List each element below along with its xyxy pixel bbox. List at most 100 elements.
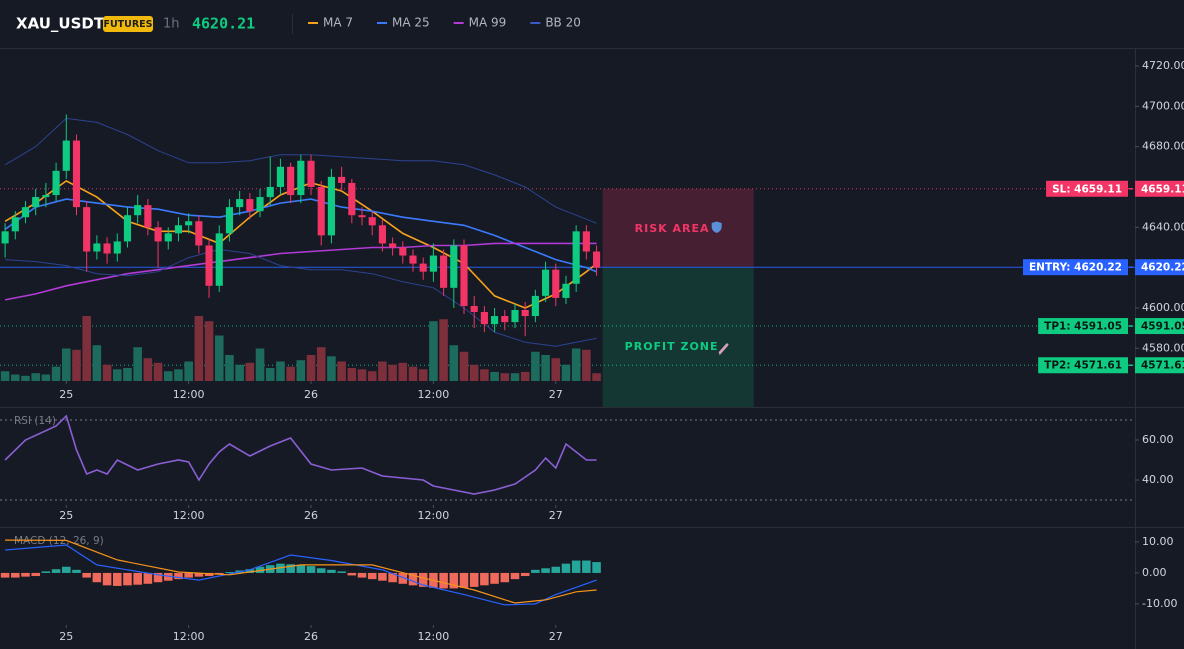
candle-body	[236, 199, 244, 208]
candle-body	[582, 231, 590, 252]
candle-body	[266, 186, 274, 198]
last-price: 4620.21	[192, 15, 255, 33]
candle-body	[521, 310, 529, 317]
x-tick-label: 26	[304, 509, 318, 522]
x-tick-label: 27	[549, 388, 563, 401]
macd-histogram-bar	[296, 565, 306, 573]
volume-bar	[62, 348, 71, 381]
rocket-icon	[718, 343, 729, 356]
x-tick-label: 12:00	[418, 630, 450, 643]
macd-histogram-bar	[112, 572, 122, 586]
macd-histogram-bar	[306, 566, 316, 573]
candle-body	[103, 243, 111, 254]
macd-histogram-bar	[510, 572, 520, 580]
macd-histogram-bar	[72, 569, 81, 573]
x-tick-label: 12:00	[173, 388, 205, 401]
candle-body	[307, 160, 315, 187]
volume-bar	[276, 361, 285, 381]
candle-body	[338, 176, 346, 183]
volume-bar	[102, 364, 112, 381]
volume-bar	[153, 362, 163, 381]
y-tick-label: 4640.00	[1142, 220, 1184, 233]
volume-bar	[561, 364, 571, 381]
candle-body	[358, 215, 366, 218]
macd-histogram-bar	[21, 572, 30, 577]
volume-bar	[51, 366, 61, 381]
futures-badge	[103, 16, 153, 32]
price-tag-value: 4620.22	[1141, 262, 1184, 274]
macd-histogram-bar	[378, 572, 387, 581]
volume-bar	[531, 351, 540, 381]
legend-label: MA 99	[469, 16, 507, 30]
candle-body	[32, 197, 40, 208]
volume-bar	[398, 362, 408, 381]
x-tick-label: 25	[59, 630, 73, 643]
candle-body	[21, 207, 30, 218]
volume-bar	[133, 347, 142, 381]
volume-bar	[500, 373, 510, 381]
macd-histogram-bar	[82, 572, 91, 578]
macd-histogram-bar	[500, 572, 510, 583]
candle-body	[450, 245, 458, 288]
macd-histogram-bar	[571, 560, 581, 573]
interval: 1h	[163, 17, 180, 32]
volume-bar	[429, 321, 438, 381]
macd-histogram-bar	[0, 572, 10, 578]
macd-histogram-bar	[92, 572, 102, 583]
price-tag-value: 4571.61	[1141, 360, 1184, 372]
volume-bar	[235, 364, 244, 381]
x-tick-label: 26	[304, 630, 318, 643]
indicator-line	[4, 242, 597, 301]
volume-bar	[367, 371, 377, 381]
x-tick-label: 12:00	[173, 509, 205, 522]
volume-bar	[194, 316, 204, 381]
x-tick-label: 25	[59, 388, 73, 401]
candle-body	[480, 312, 488, 325]
volume-bar	[316, 347, 326, 381]
candle-body	[592, 251, 601, 268]
candle-body	[185, 221, 193, 226]
macd-histogram-bar	[184, 572, 193, 578]
candle-body	[123, 215, 132, 242]
y-tick-label: 4720.00	[1142, 59, 1184, 72]
candle-body	[460, 245, 468, 306]
candle-body	[256, 197, 264, 212]
volume-bar	[143, 358, 153, 381]
volume-bar	[11, 374, 20, 381]
macd-histogram-bar	[480, 572, 489, 586]
volume-bar	[112, 369, 122, 381]
candle-body	[297, 160, 305, 196]
macd-histogram-bar	[388, 572, 397, 583]
volume-bar	[31, 373, 40, 381]
macd-histogram-bar	[398, 572, 408, 584]
macd-histogram-bar	[153, 572, 163, 583]
macd-histogram-bar	[551, 566, 561, 573]
candle-body	[562, 283, 570, 298]
volume-bar	[245, 362, 255, 381]
volume-bar	[82, 316, 91, 381]
macd-histogram-bar	[143, 572, 153, 584]
candle-body	[93, 243, 101, 252]
profit-zone	[602, 267, 754, 407]
volume-bar	[357, 369, 367, 381]
macd-histogram-bar	[520, 572, 530, 577]
x-tick-label: 27	[549, 630, 563, 643]
level-label: SL: 4659.11	[1052, 183, 1122, 195]
volume-bar	[469, 364, 479, 381]
macd-histogram-bar	[449, 572, 459, 589]
level-label-box	[1038, 357, 1128, 374]
indicator-line	[5, 539, 597, 604]
level-label-box	[1046, 180, 1128, 197]
candle-body	[1, 231, 9, 244]
volume-bar	[480, 369, 489, 381]
macd-histogram-bar	[408, 572, 418, 586]
y-tick-label: 4700.00	[1142, 99, 1184, 112]
x-tick-label: 26	[304, 388, 318, 401]
price-tag-value: 4591.05	[1141, 321, 1184, 333]
macd-histogram-bar	[123, 572, 132, 586]
macd-histogram-bar	[347, 572, 357, 576]
macd-histogram-bar	[418, 572, 428, 587]
candle-body	[440, 255, 448, 288]
macd-histogram-bar	[439, 572, 448, 589]
